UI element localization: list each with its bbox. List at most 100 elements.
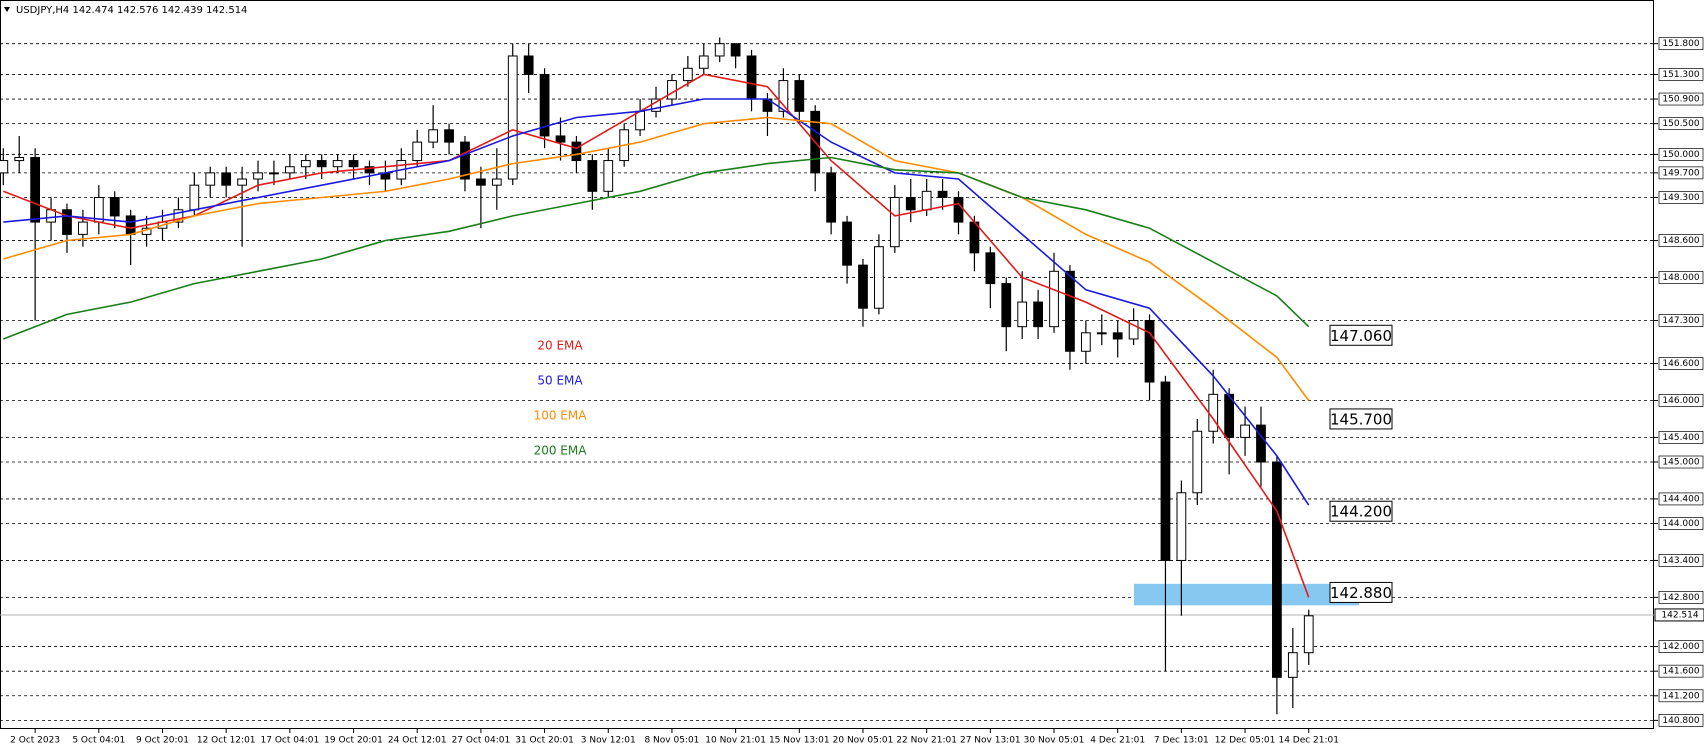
candle-body	[460, 141, 470, 180]
candle-body	[874, 246, 884, 309]
x-tick-label: 17 Oct 04:01	[261, 736, 320, 746]
x-tick-label: 9 Oct 20:01	[136, 736, 189, 746]
candle-body	[985, 252, 996, 285]
candle-body	[444, 129, 454, 143]
y-tick-box	[1658, 664, 1704, 678]
candle-body	[348, 160, 359, 168]
candle-body	[1096, 332, 1107, 335]
plot-frame	[0, 0, 1654, 729]
candle-body	[1017, 301, 1028, 328]
y-tick-box	[1658, 117, 1704, 131]
candle-body	[603, 160, 614, 192]
x-tick-label: 30 Nov 05:01	[1024, 736, 1085, 746]
y-tick-label: 142.800	[1662, 593, 1699, 603]
candle-body	[332, 160, 343, 168]
candle-body	[1192, 430, 1203, 494]
x-tick-label: 12 Dec 05:01	[1215, 736, 1276, 746]
candle-body	[253, 172, 263, 180]
candle-body	[523, 55, 534, 75]
candle-body	[269, 172, 279, 175]
candle-body	[30, 156, 41, 223]
candle-body	[905, 196, 916, 211]
candle-body	[1256, 424, 1266, 463]
candle-body	[1001, 283, 1012, 328]
x-tick-label: 19 Oct 20:01	[324, 736, 383, 746]
candle-body	[1176, 492, 1187, 561]
y-tick-label: 143.400	[1662, 556, 1699, 566]
annotation-box	[1329, 581, 1393, 603]
current-price-label: 142.514	[1661, 610, 1698, 620]
candle-body	[1287, 652, 1298, 678]
title-arrow	[4, 7, 10, 12]
candle-body	[189, 184, 200, 211]
y-tick-box	[1658, 689, 1704, 703]
y-tick-label: 148.000	[1662, 273, 1699, 283]
ema-line	[3, 156, 1310, 340]
chart-title: USDJPY,H4 142.474 142.576 142.439 142.51…	[16, 5, 247, 16]
y-tick-label: 141.600	[1662, 667, 1699, 677]
candle-body	[953, 196, 964, 223]
annotation-label: 142.880	[1330, 584, 1392, 602]
y-tick-box	[1658, 37, 1704, 51]
candle-body	[1065, 270, 1075, 352]
y-tick-box	[1658, 148, 1704, 161]
candle-body	[1128, 320, 1139, 340]
annotation-label: 144.200	[1330, 503, 1392, 521]
x-tick-label: 5 Oct 04:01	[72, 736, 125, 746]
candle-body	[555, 135, 566, 143]
y-tick-label: 144.400	[1662, 494, 1699, 504]
y-tick-label: 150.000	[1662, 150, 1699, 160]
annotation-box	[1329, 324, 1393, 346]
x-tick-label: 14 Dec 21:01	[1278, 736, 1339, 746]
legend-label: 50 EMA	[537, 374, 583, 388]
candle-body	[921, 190, 932, 211]
y-tick-label: 148.600	[1662, 236, 1699, 246]
x-tick-label: 12 Oct 12:01	[197, 736, 256, 746]
candle-body	[316, 160, 327, 168]
y-tick-box	[1658, 714, 1704, 727]
x-tick-label: 22 Nov 21:01	[896, 736, 957, 746]
y-tick-label: 147.300	[1662, 316, 1699, 326]
y-tick-label: 151.800	[1662, 39, 1699, 49]
x-tick-label: 20 Nov 05:01	[833, 736, 894, 746]
x-tick-label: 27 Nov 13:01	[960, 736, 1021, 746]
y-tick-box	[1658, 166, 1704, 180]
annotation-box	[1329, 408, 1393, 430]
candle-body	[507, 55, 518, 180]
x-tick-label: 31 Oct 20:01	[515, 736, 574, 746]
x-tick-label: 24 Oct 12:01	[388, 736, 447, 746]
y-tick-label: 146.600	[1662, 359, 1699, 369]
y-tick-label: 149.300	[1662, 193, 1699, 203]
candle-body	[858, 264, 868, 309]
candle-body	[889, 196, 900, 248]
y-tick-box	[1658, 271, 1704, 284]
annotation-label: 147.060	[1330, 327, 1392, 345]
y-tick-box	[1658, 455, 1704, 469]
y-tick-box	[1658, 394, 1704, 407]
ema-line	[3, 116, 1310, 401]
candle-body	[778, 80, 789, 112]
candle-body	[62, 209, 72, 235]
candle-body	[1208, 393, 1219, 432]
ema-line	[3, 73, 1310, 598]
x-tick-label: 8 Nov 05:01	[644, 736, 699, 746]
y-tick-box	[1658, 68, 1704, 81]
x-tick-label: 3 Nov 12:01	[581, 736, 636, 746]
annotation-box	[1329, 500, 1393, 522]
candle-body	[698, 55, 709, 69]
candle-body	[1144, 320, 1155, 383]
candle-body	[1033, 301, 1043, 328]
y-tick-box	[1658, 314, 1704, 327]
y-tick-box	[1658, 191, 1704, 204]
annotation-label: 145.700	[1330, 410, 1392, 428]
candle-body	[284, 166, 295, 174]
candle-body	[109, 196, 120, 217]
y-tick-label: 149.700	[1662, 168, 1699, 178]
y-tick-label: 142.000	[1662, 642, 1699, 652]
candle-body	[221, 172, 232, 186]
x-tick-label: 27 Oct 04:01	[452, 736, 511, 746]
candle-body	[682, 67, 693, 82]
x-tick-label: 4 Dec 21:01	[1090, 736, 1145, 746]
x-tick-label: 2 Oct 2023	[10, 736, 60, 746]
candle-body	[730, 43, 741, 57]
